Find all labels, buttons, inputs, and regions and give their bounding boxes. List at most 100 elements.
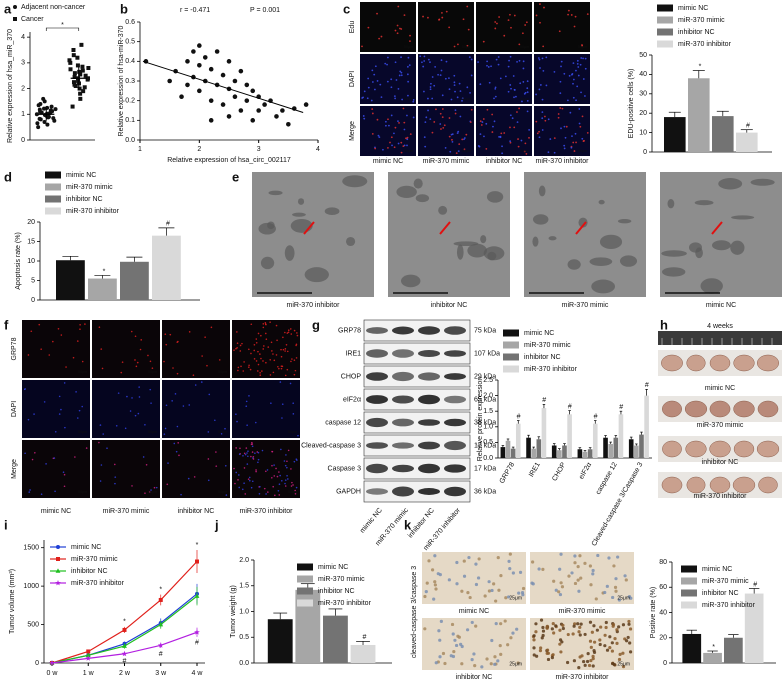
organelle [297, 198, 305, 205]
cell [393, 146, 396, 149]
cell [402, 107, 405, 110]
cell [563, 147, 566, 150]
cell [435, 108, 437, 111]
cell [165, 343, 168, 346]
legend-label: Cancer [21, 16, 44, 23]
band [366, 488, 388, 495]
size-label: 36 kDa [474, 488, 496, 495]
cell [460, 644, 464, 649]
cell [239, 350, 242, 352]
cell [277, 489, 280, 492]
data-point [220, 102, 226, 107]
cell [148, 491, 151, 493]
cell [448, 77, 450, 80]
cell [399, 70, 402, 73]
cell [250, 486, 253, 489]
organelle [591, 279, 616, 294]
cell [448, 117, 451, 119]
cell [371, 69, 374, 72]
cell [541, 57, 544, 60]
data-point [36, 125, 41, 130]
tumor [732, 476, 756, 494]
cell [513, 126, 516, 129]
organelle [750, 178, 775, 186]
legend-label: miR-370 mimic [66, 184, 113, 191]
organelle [617, 218, 632, 224]
bar [500, 447, 506, 458]
annotation: * [159, 586, 162, 593]
band [418, 441, 440, 450]
cell [429, 86, 432, 88]
annotation: # [753, 581, 757, 588]
cell [250, 455, 252, 458]
cell [363, 117, 366, 120]
cell [439, 619, 443, 624]
cell [487, 589, 492, 593]
cell [564, 136, 567, 139]
image-caption: miR-370 inhibitor [287, 302, 341, 309]
cell [63, 382, 66, 384]
cell [577, 66, 580, 68]
group-label: mimic NC [705, 385, 735, 392]
cell [591, 654, 595, 658]
data-point [256, 108, 261, 113]
annotation: # [568, 403, 572, 410]
bar [736, 132, 758, 152]
y-tick-label: 0.6 [125, 19, 135, 26]
cell [289, 328, 292, 330]
cell [459, 115, 462, 118]
cell [626, 635, 630, 640]
cell [174, 393, 177, 395]
organelle [700, 278, 723, 294]
cell [554, 588, 558, 592]
cell [247, 455, 249, 458]
cell [460, 662, 464, 666]
cell [270, 402, 272, 405]
cell [485, 657, 489, 661]
cell [401, 98, 404, 101]
cell [245, 400, 248, 403]
cell [294, 489, 296, 492]
cell [538, 88, 541, 91]
x-tick-label: 1 w [83, 670, 95, 677]
cell [584, 67, 587, 70]
cell [382, 148, 384, 151]
cell [517, 145, 520, 148]
cell [444, 77, 447, 80]
cell [559, 552, 563, 556]
cell [493, 655, 497, 659]
cell [625, 639, 629, 643]
cell [629, 596, 633, 600]
cell [539, 21, 541, 24]
band [444, 326, 466, 335]
legend-label: mimic NC [66, 172, 96, 179]
cell [493, 97, 495, 100]
group-label: miR-370 mimic [697, 422, 744, 429]
scale-label: 50μm [218, 490, 227, 494]
cell [553, 137, 556, 140]
y-axis-label: Relative expression of hsa-miR-370 [118, 25, 125, 136]
organelle [718, 178, 743, 190]
y-tick-label: 0.0 [239, 660, 249, 667]
cell [510, 87, 512, 90]
cell [430, 82, 432, 85]
cell [271, 450, 274, 453]
cell [76, 340, 79, 342]
cell [568, 74, 571, 77]
tumor [661, 354, 683, 372]
tumor [733, 354, 755, 372]
cell [456, 96, 459, 99]
y-tick-label: 0.0 [483, 455, 493, 462]
cell [284, 464, 287, 467]
cell [259, 485, 261, 488]
cell [574, 15, 577, 18]
cell [572, 78, 575, 81]
annotation: # [645, 382, 649, 389]
y-tick-label: 1000 [23, 583, 39, 590]
cell [434, 65, 437, 68]
legend-swatch [503, 341, 519, 349]
cell [441, 94, 444, 97]
cell [79, 323, 81, 326]
cell [516, 661, 520, 665]
cell [509, 114, 512, 117]
